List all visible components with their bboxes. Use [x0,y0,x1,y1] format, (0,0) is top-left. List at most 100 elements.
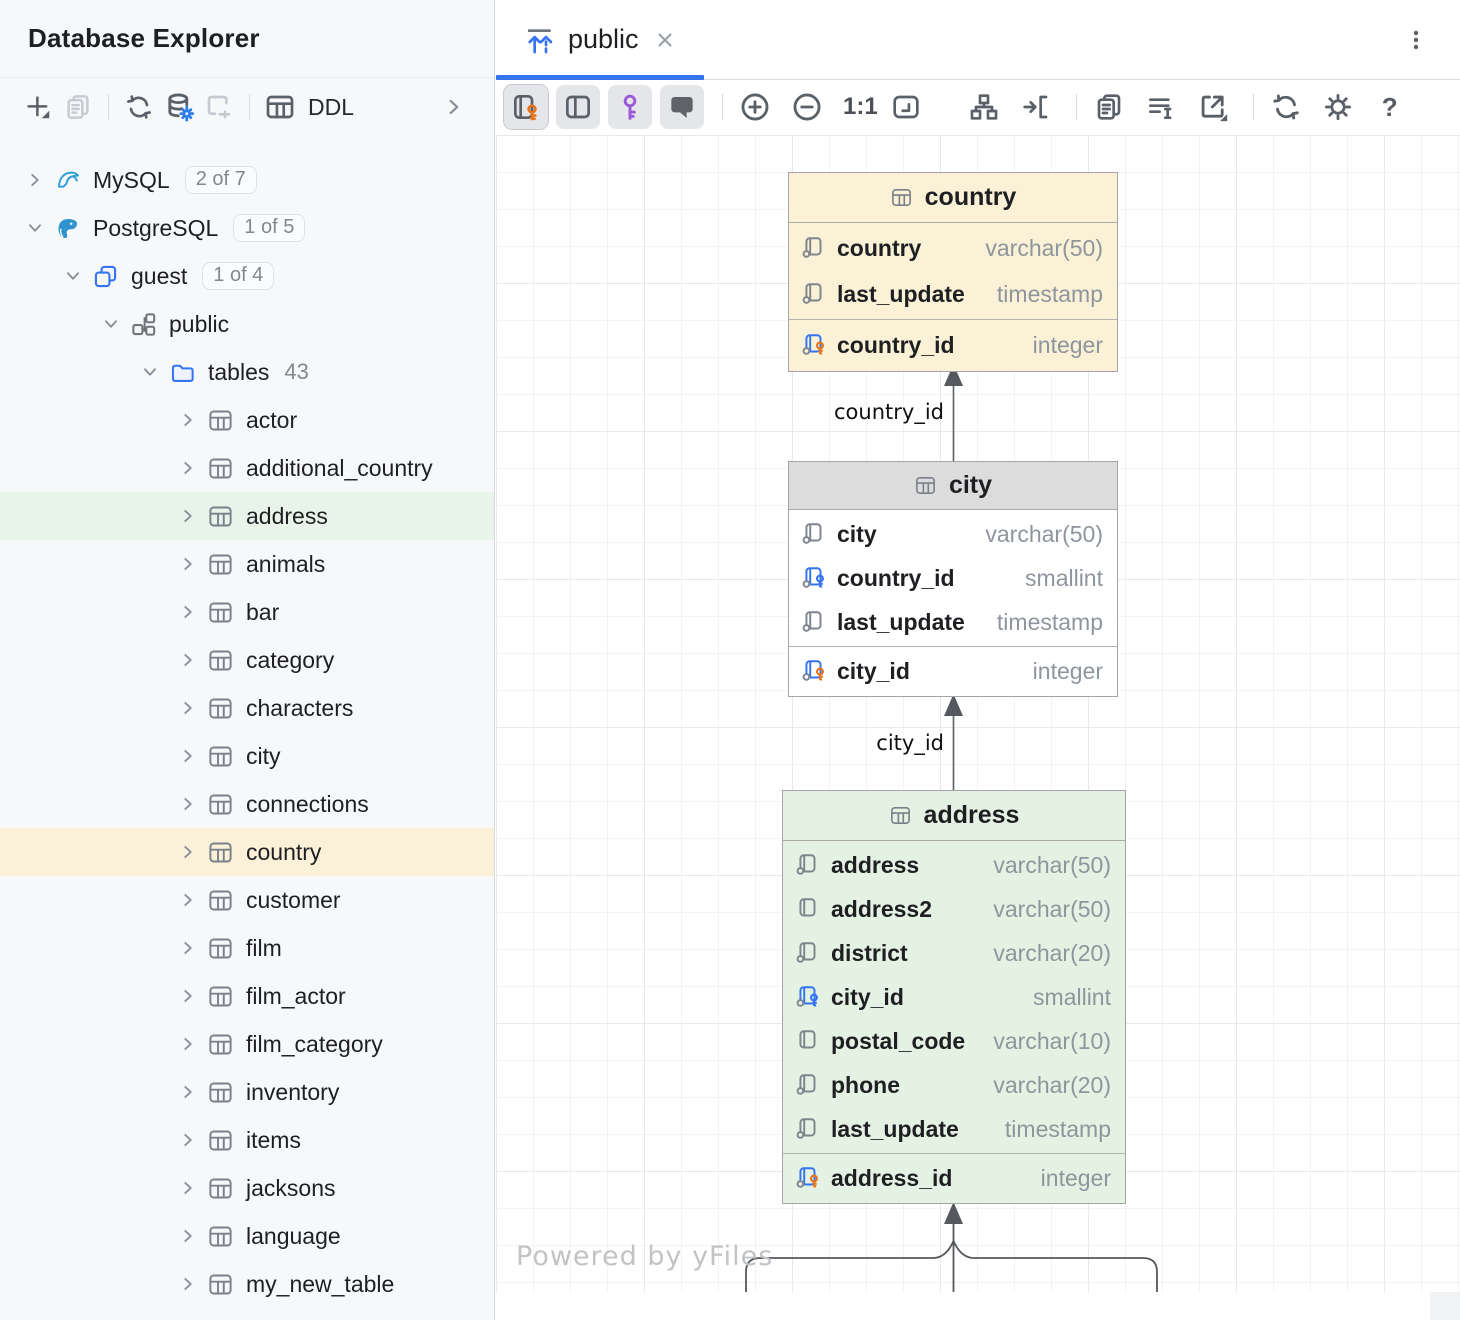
copy-diagram-button[interactable] [1087,85,1131,129]
column-row[interactable]: country_id smallint [789,556,1117,600]
column-row[interactable]: address_id integer [783,1156,1125,1200]
sidebar-item-table[interactable]: category [0,636,494,684]
chevron-right-icon[interactable] [177,505,199,527]
diagram-canvas[interactable]: country_id city_id country country varch… [496,135,1460,1292]
column-row[interactable]: last_update timestamp [789,271,1117,317]
chevron-right-icon[interactable] [177,457,199,479]
sidebar-item-table[interactable]: film_category [0,1020,494,1068]
close-icon[interactable] [653,28,677,52]
tab-public-diagram[interactable]: public [496,0,701,79]
chevron-right-icon[interactable] [177,409,199,431]
sidebar-item-table[interactable]: additional_country [0,444,494,492]
text-size-button[interactable] [1139,85,1183,129]
snap-to-node-button[interactable] [1014,85,1058,129]
layout-button[interactable] [962,85,1006,129]
column-row[interactable]: country varchar(50) [789,225,1117,271]
chevron-right-icon[interactable] [177,1033,199,1055]
table-view-button[interactable] [260,87,300,127]
more-options-kebab-button[interactable] [1398,22,1434,58]
chevron-down-icon[interactable] [62,265,84,287]
sidebar-item-table[interactable]: bar [0,588,494,636]
column-row[interactable]: district varchar(20) [783,931,1125,975]
column-row[interactable]: last_update timestamp [783,1107,1125,1151]
column-row[interactable]: city_id smallint [783,975,1125,1019]
add-data-source-button[interactable] [18,87,58,127]
chevron-right-icon[interactable] [177,1225,199,1247]
zoom-out-button[interactable] [785,85,829,129]
ddl-toggle[interactable]: DDL [308,93,355,120]
tree-item-guest-database[interactable]: guest 1 of 4 [0,252,494,300]
column-row[interactable]: city varchar(50) [789,512,1117,556]
sidebar-item-table[interactable]: characters [0,684,494,732]
chevron-right-icon[interactable] [177,985,199,1007]
chevron-right-icon[interactable] [177,553,199,575]
zoom-reset-button[interactable]: 1:1 [843,93,878,120]
table-node-header[interactable]: city [789,462,1117,510]
column-row[interactable]: postal_code varchar(10) [783,1019,1125,1063]
chevron-right-icon[interactable] [177,601,199,623]
show-columns-toggle[interactable] [556,85,600,129]
fit-content-button[interactable] [884,85,928,129]
chevron-right-icon[interactable] [177,1081,199,1103]
column-row[interactable]: address varchar(50) [783,843,1125,887]
tree-item-postgresql[interactable]: PostgreSQL 1 of 5 [0,204,494,252]
help-button[interactable]: ? [1381,91,1398,122]
sidebar-item-table[interactable]: jacksons [0,1164,494,1212]
chevron-right-icon[interactable] [177,1273,199,1295]
chevron-down-icon[interactable] [139,361,161,383]
chevron-right-icon[interactable] [177,697,199,719]
diagram-table-city[interactable]: city city varchar(50) country_id smallin… [788,461,1118,697]
chevron-right-icon[interactable] [177,649,199,671]
show-comments-toggle[interactable] [660,85,704,129]
tree-item-mysql[interactable]: MySQL 2 of 7 [0,156,494,204]
refresh-button[interactable] [119,87,159,127]
sidebar-item-table[interactable]: city [0,732,494,780]
chevron-right-icon[interactable] [177,745,199,767]
sidebar-item-table[interactable]: animals [0,540,494,588]
chevron-right-icon[interactable] [177,937,199,959]
table-icon [207,887,234,914]
sidebar-item-table[interactable]: actor [0,396,494,444]
sidebar-item-table[interactable]: my_new_table [0,1260,494,1308]
sidebar-item-table[interactable]: connections [0,780,494,828]
show-keys-toggle[interactable] [608,85,652,129]
export-diagram-button[interactable] [1191,85,1235,129]
duplicate-button[interactable] [58,87,98,127]
tree-item-tables-folder[interactable]: tables 43 [0,348,494,396]
sidebar-item-table[interactable]: customer [0,876,494,924]
sidebar-item-table[interactable]: language [0,1212,494,1260]
sidebar-item-table[interactable]: country [0,828,494,876]
fk-edge-bundle-to-address[interactable] [745,1223,1158,1292]
toolbar-more-button[interactable] [434,87,474,127]
chevron-down-icon[interactable] [100,313,122,335]
sidebar-item-table[interactable]: film_actor [0,972,494,1020]
show-key-columns-toggle[interactable] [503,84,549,130]
diagram-table-country[interactable]: country country varchar(50) last_update … [788,172,1118,372]
column-type: smallint [1025,564,1103,591]
chevron-right-icon[interactable] [177,841,199,863]
refresh-diagram-button[interactable] [1264,85,1308,129]
column-row[interactable]: address2 varchar(50) [783,887,1125,931]
chevron-right-icon[interactable] [177,1177,199,1199]
column-row[interactable]: phone varchar(20) [783,1063,1125,1107]
zoom-in-button[interactable] [733,85,777,129]
chevron-right-icon[interactable] [177,793,199,815]
sidebar-item-table[interactable]: items [0,1116,494,1164]
sidebar-item-table[interactable]: film [0,924,494,972]
column-row[interactable]: city_id integer [789,649,1117,693]
diagram-table-address[interactable]: address address varchar(50) address2 var… [782,790,1126,1204]
table-node-header[interactable]: country [789,173,1117,223]
data-source-properties-button[interactable] [159,87,199,127]
chevron-right-icon[interactable] [177,889,199,911]
settings-gear-button[interactable] [1316,85,1360,129]
column-row[interactable]: last_update timestamp [789,600,1117,644]
table-node-header[interactable]: address [783,791,1125,841]
chevron-right-icon[interactable] [24,169,46,191]
detach-connection-button[interactable] [199,87,239,127]
sidebar-item-table[interactable]: address [0,492,494,540]
chevron-right-icon[interactable] [177,1129,199,1151]
column-row[interactable]: country_id integer [789,322,1117,368]
tree-item-public-schema[interactable]: public [0,300,494,348]
chevron-down-icon[interactable] [24,217,46,239]
sidebar-item-table[interactable]: inventory [0,1068,494,1116]
